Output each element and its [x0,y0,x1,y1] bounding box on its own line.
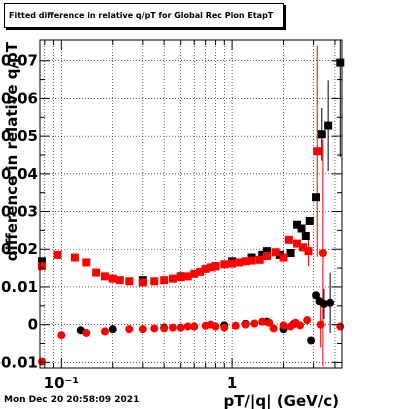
data-point-square [301,232,310,241]
data-point-square [241,257,250,266]
data-point-square [138,278,147,287]
data-point-circle [100,327,109,336]
data-point-square [190,269,199,278]
data-point-circle [138,325,147,334]
data-point-circle [231,321,240,330]
data-point-circle [258,317,267,326]
x-axis-label: pT/|q| (GeV/c) [223,392,339,409]
data-point-circle [326,298,335,307]
data-point-circle [168,323,177,332]
data-point-square [183,272,192,281]
data-point-square [313,147,322,156]
axis-ticks: 10⁻¹ 1 -0.01 0 0.01 0.02 0.03 0.04 0.05 0.06 0.07 [0,40,342,392]
data-point-square [317,130,326,139]
data-point-square [82,258,91,267]
data-point-circle [220,323,229,332]
y-tick-label: 0.01 [1,278,38,296]
data-point-square [293,239,302,248]
data-point-circle [190,322,199,331]
data-point-square [284,235,293,244]
data-point-square [247,256,256,265]
data-point-circle [319,299,328,308]
data-point-circle [82,328,91,337]
data-point-circle [150,324,159,333]
data-point-circle [108,325,117,334]
timestamp: Mon Dec 20 20:58:09 2021 [4,395,140,405]
plot-frame [39,39,343,369]
data-point-circle [307,336,316,345]
data-point-circle [160,324,169,333]
x-tick-label: 10⁻¹ [44,374,79,392]
data-point-circle [336,322,345,331]
y-tick-label: 0.03 [1,203,38,221]
data-point-square [53,250,62,259]
data-point-square [176,273,185,282]
data-point-square [228,259,237,268]
data-point-square [297,224,306,233]
data-point-circle [176,323,185,332]
y-tick-label: 0.07 [1,52,38,70]
data-point-square [125,277,134,286]
data-point-square [324,121,333,130]
data-point-square [160,276,169,285]
data-point-square [168,274,177,283]
data-point-square [211,262,220,271]
data-point-circle [183,322,192,331]
data-point-square [258,250,267,259]
x-tick-label: 1 [227,374,237,392]
data-point-square [293,220,302,229]
data-point-square [201,264,210,273]
y-tick-label: 0 [28,316,38,334]
y-tick-label: -0.01 [0,353,38,371]
data-point-square [115,276,124,285]
data-point-square [255,255,264,264]
data-point-circle [296,321,305,330]
data-point-circle [312,291,321,300]
data-point-circle [250,319,259,328]
data-point-square [70,253,79,262]
data-point-square [37,262,46,271]
data-point-circle [57,331,66,340]
data-point-circle [241,320,250,329]
data-point-circle [303,316,312,325]
data-point-circle [269,324,278,333]
data-point-square [37,257,46,266]
data-point-circle [211,322,220,331]
data-point-circle [316,320,325,329]
data-point-square [286,249,295,258]
grid [40,40,342,368]
data-point-circle [279,321,288,330]
data-point-square [235,258,244,267]
y-axis-label: difference in relative q/pT [3,41,21,261]
y-tick-label: 0.06 [1,89,38,107]
data-point-square [312,193,321,202]
chart-title: Fitted difference in relative q/pT for G… [4,3,284,28]
data-point-square [196,267,205,276]
data-point-square [262,252,271,261]
data-point-square [100,272,109,281]
data-point-circle [125,325,134,334]
data-point-circle [265,318,274,327]
error-bars [307,40,341,367]
data-point-square [271,248,280,257]
data-point-circle [318,249,327,258]
data-point-square [304,247,313,256]
y-tick-label: 0.05 [1,127,38,145]
data-markers [37,58,345,366]
data-point-square [108,274,117,283]
data-point-square [336,58,345,67]
data-point-square [262,247,271,256]
data-point-square [279,253,288,262]
y-tick-label: 0.04 [1,165,38,183]
data-point-square [220,260,229,269]
data-point-square [298,243,307,252]
y-tick-label: 0.02 [1,240,38,258]
data-point-square [305,216,314,225]
data-point-square [92,268,101,277]
data-point-square [206,263,215,272]
data-point-square [150,277,159,286]
